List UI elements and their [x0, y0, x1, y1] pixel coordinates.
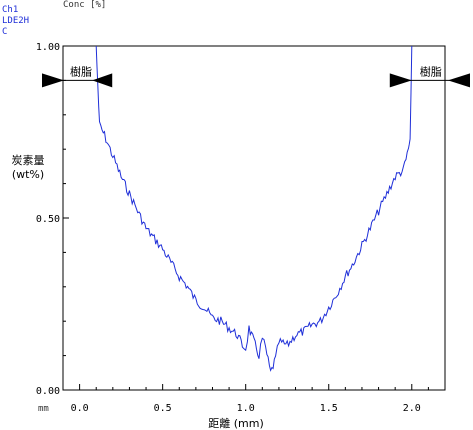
y-axis-label-line2: (wt%) [12, 168, 44, 181]
x-tick-label: 1.0 [237, 403, 255, 414]
x-axis-label: 距離 (mm) [208, 416, 264, 430]
y-tick-label: 0.00 [36, 386, 60, 397]
y-tick-label: 1.00 [36, 42, 60, 53]
y-axis-label-line1: 炭素量 [12, 154, 45, 167]
unit-label: Conc [%] [63, 0, 106, 10]
annotation-arrow-right-in [389, 73, 412, 88]
annotation-arrow-right-out [448, 73, 470, 88]
y-tick-label: 0.50 [36, 214, 60, 225]
annotation-arrow-left-in [42, 73, 64, 88]
element-label: C [2, 27, 7, 37]
sample-label: LDE2H [2, 16, 29, 26]
x-tick-label: 1.5 [320, 403, 338, 414]
x-tick-label: 2.0 [403, 403, 421, 414]
plot-area: 0.00 0.50 1.00 0.0 0.5 1.0 1.5 2.0 樹脂 樹脂 [36, 42, 470, 414]
x-tick-label: 0.5 [154, 403, 172, 414]
x-unit-label: mm [38, 404, 49, 414]
annotation-label-left: 樹脂 [70, 64, 92, 78]
series-line [95, 45, 413, 372]
channel-label: Ch1 [2, 5, 18, 15]
annotation-label-right: 樹脂 [420, 64, 442, 78]
annotation-arrow-left-out [92, 73, 113, 88]
x-tick-label: 0.0 [71, 403, 89, 414]
